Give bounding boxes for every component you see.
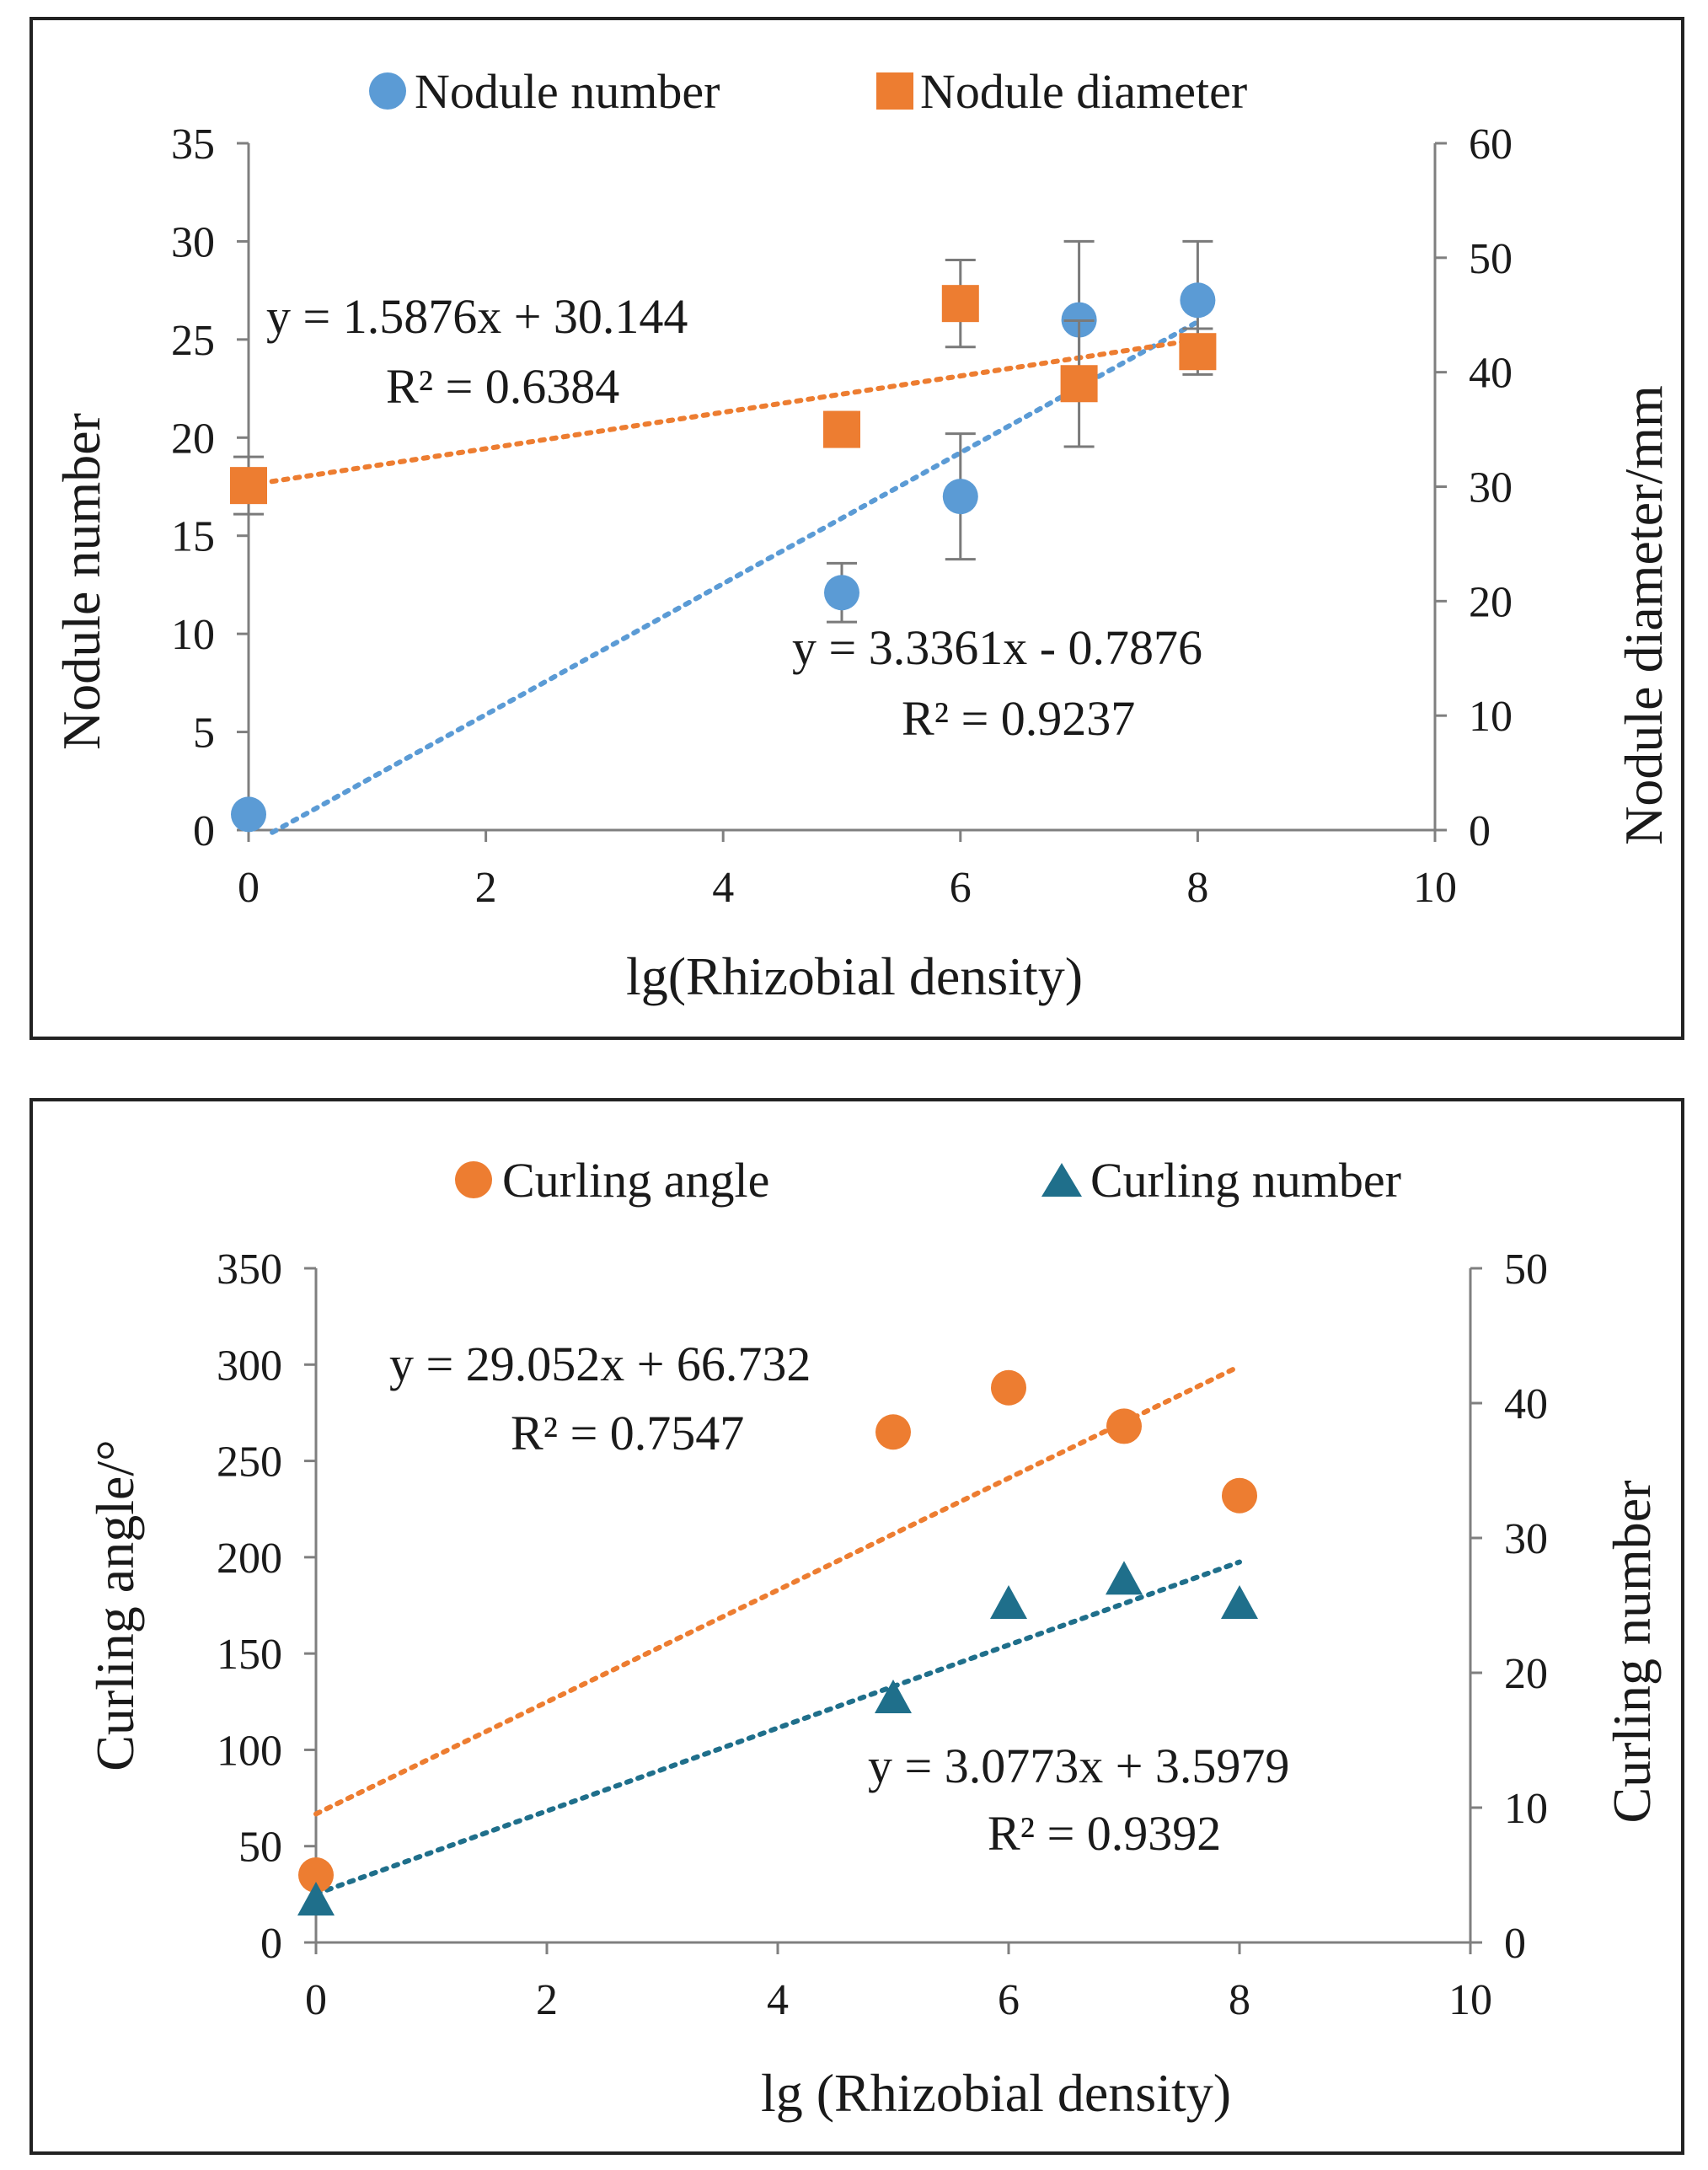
x-tick-label: 4 (712, 864, 734, 912)
x-tick-label: 10 (1448, 1976, 1492, 2024)
x-axis-title: lg(Rhizobial density) (626, 946, 1083, 1006)
equation-curling-angle: y = 29.052x + 66.732 (389, 1337, 811, 1391)
y-tick-label: 200 (217, 1535, 282, 1583)
data-point-nodule-diameter (941, 285, 979, 323)
legend-label-curling-number: Curling number (1090, 1153, 1401, 1208)
y-tick-label: 350 (217, 1246, 282, 1294)
legend-marker-nodule-diameter (876, 72, 913, 110)
x-tick-label: 6 (998, 1976, 1020, 2024)
data-point-curling-angle (991, 1369, 1026, 1406)
data-point-nodule-diameter (1060, 365, 1098, 403)
y2-tick-label: 10 (1504, 1785, 1548, 1833)
y2-tick-label: 40 (1504, 1380, 1548, 1428)
chart-frame (29, 17, 1684, 1040)
data-point-nodule-diameter (823, 410, 860, 448)
y-tick-label: 35 (171, 121, 215, 169)
equation-nodule-diameter: y = 1.5876x + 30.144 (266, 289, 688, 344)
data-point-nodule-diameter (1179, 333, 1217, 371)
y-tick-label: 0 (260, 1920, 282, 1968)
x-tick-label: 2 (475, 864, 497, 912)
y2-tick-label: 10 (1469, 693, 1513, 741)
y-tick-label: 150 (217, 1631, 282, 1679)
y-tick-label: 0 (193, 807, 215, 855)
y2-tick-label: 20 (1504, 1650, 1548, 1698)
trendline-nodule-number (270, 319, 1201, 835)
data-point-nodule-number (231, 796, 266, 833)
y2-tick-label: 30 (1504, 1515, 1548, 1563)
curling-chart: 0 2 4 6 8 1005010015020025030035001020304050 … (29, 1098, 1684, 2155)
x-tick-label: 4 (767, 1976, 789, 2024)
y-tick-label: 50 (238, 1824, 282, 1872)
data-point-curling-angle (298, 1857, 334, 1893)
trendline-nodule-diameter (246, 337, 1201, 488)
y-tick-label: 250 (217, 1439, 282, 1487)
y-axis-title: Curling angle/° (85, 1439, 145, 1771)
y-tick-label: 300 (217, 1342, 282, 1390)
x-tick-label: 6 (950, 864, 972, 912)
x-tick-label: 8 (1186, 864, 1208, 912)
data-point-curling-number (297, 1882, 335, 1915)
data-point-curling-number (875, 1680, 912, 1713)
y2-tick-label: 0 (1469, 807, 1491, 855)
x-tick-label: 0 (305, 1976, 327, 2024)
y2-axis-title: Nodule diameter/mm (1614, 385, 1673, 845)
data-point-nodule-number (942, 479, 978, 515)
r2-nodule-diameter: R² = 0.6384 (386, 359, 619, 414)
x-tick-label: 8 (1229, 1976, 1250, 2024)
data-point-curling-angle (1106, 1408, 1142, 1444)
r2-nodule-number: R² = 0.9237 (902, 691, 1135, 746)
legend: Curling angle Curling number (455, 1153, 1401, 1208)
legend-marker-curling-angle (455, 1161, 492, 1198)
y2-tick-label: 30 (1469, 464, 1513, 512)
trendline-curling-angle (313, 1364, 1242, 1817)
y2-tick-label: 20 (1469, 578, 1513, 626)
legend: Nodule number Nodule diameter (369, 64, 1247, 119)
chart-frame (29, 1098, 1684, 2155)
legend-label-curling-angle: Curling angle (502, 1153, 769, 1208)
legend-marker-curling-number (1041, 1163, 1082, 1197)
x-tick-label: 2 (536, 1976, 558, 2024)
equation-curling-number: y = 3.0773x + 3.5979 (868, 1739, 1289, 1793)
y-tick-label: 5 (193, 710, 215, 758)
trendline-curling-number (313, 1559, 1242, 1897)
legend-label-nodule-diameter: Nodule diameter (920, 64, 1247, 119)
y2-tick-label: 60 (1469, 121, 1513, 169)
data-point-nodule-number (824, 575, 859, 611)
data-point-curling-number (1221, 1585, 1258, 1619)
data-point-curling-angle (1222, 1477, 1257, 1514)
r2-curling-angle: R² = 0.7547 (511, 1406, 744, 1460)
y2-tick-label: 0 (1504, 1920, 1526, 1968)
y2-tick-label: 50 (1469, 235, 1513, 283)
y-tick-label: 25 (171, 317, 215, 365)
y-axis-title: Nodule number (51, 413, 111, 750)
y2-tick-label: 40 (1469, 350, 1513, 398)
legend-marker-nodule-number (369, 72, 406, 110)
y-tick-label: 20 (171, 415, 215, 463)
x-tick-label: 10 (1413, 864, 1457, 912)
data-point-curling-number (1106, 1561, 1143, 1595)
y2-axis-title: Curling number (1602, 1480, 1662, 1823)
y-tick-label: 100 (217, 1727, 282, 1775)
y2-tick-label: 50 (1504, 1246, 1548, 1294)
y-tick-label: 10 (171, 611, 215, 659)
x-axis-title: lg (Rhizobial density) (761, 2063, 1231, 2123)
r2-curling-number: R² = 0.9392 (988, 1806, 1221, 1861)
equation-nodule-number: y = 3.3361x - 0.7876 (792, 620, 1202, 675)
x-tick-label: 0 (238, 864, 260, 912)
legend-label-nodule-number: Nodule number (415, 64, 720, 119)
data-point-curling-angle (875, 1414, 911, 1450)
y-tick-label: 30 (171, 218, 215, 266)
data-point-nodule-number (1180, 282, 1216, 319)
data-point-nodule-diameter (230, 467, 267, 505)
y-tick-label: 15 (171, 513, 215, 561)
data-point-curling-number (990, 1585, 1027, 1619)
